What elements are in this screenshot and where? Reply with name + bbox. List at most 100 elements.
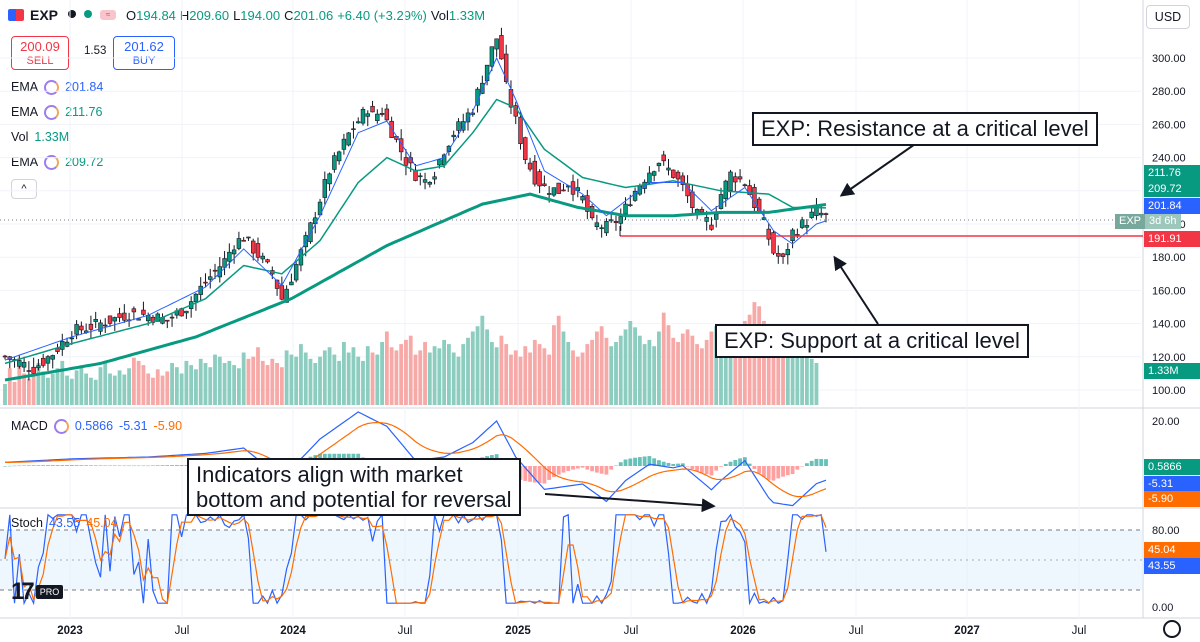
macd-hist-bar — [561, 466, 566, 473]
macd-hist-bar — [174, 465, 179, 466]
macd-hist-bar — [542, 466, 547, 484]
candle-body — [141, 309, 146, 315]
volume-bar — [361, 360, 365, 405]
volume-bar — [332, 354, 337, 405]
volume-bars — [3, 302, 819, 405]
volume-bar — [642, 344, 647, 405]
volume-bar — [198, 358, 203, 405]
candle-body — [494, 38, 499, 50]
macd-hist-bar — [704, 466, 709, 475]
volume-bar — [723, 342, 728, 405]
macd-hist-bar — [714, 466, 719, 471]
candle-body — [422, 179, 428, 183]
candle-body — [771, 232, 776, 254]
legend-ema-fast[interactable]: EMA 201.84 — [11, 78, 103, 96]
volume-bar — [289, 354, 294, 405]
candle-body — [671, 169, 676, 178]
candle-body — [437, 159, 442, 166]
macd-legend[interactable]: MACD 0.5866 -5.31 -5.90 — [11, 417, 182, 435]
badge-ema-fast: 201.84 — [1144, 198, 1200, 214]
indicator-settings-icon[interactable] — [44, 104, 60, 120]
candle-body — [699, 208, 705, 213]
stoch-tick-label: 80.00 — [1152, 525, 1180, 537]
stoch-tick-label: 0.00 — [1152, 602, 1173, 614]
volume-bar — [814, 363, 819, 405]
volume-bar — [404, 339, 408, 405]
legend-volume-name: Vol — [11, 130, 29, 144]
volume-bar — [22, 373, 27, 405]
candle-body — [656, 162, 662, 167]
volume-bar — [93, 379, 98, 405]
candle-body — [351, 128, 356, 131]
candle-body — [542, 183, 547, 187]
candle-body — [165, 319, 170, 322]
volume-bar — [12, 381, 17, 405]
candle-body — [279, 285, 285, 300]
volume-bar — [809, 358, 814, 405]
macd-hist-bar — [676, 463, 680, 466]
symbol-name[interactable]: EXP — [30, 7, 59, 23]
currency-selector[interactable]: USD — [1146, 5, 1190, 29]
candle-body — [456, 121, 461, 131]
candle-body — [527, 162, 533, 170]
candle-body — [518, 116, 523, 145]
macd-legend-v1: 0.5866 — [74, 419, 114, 433]
volume-bar — [509, 354, 513, 405]
indicators-callout-line2: bottom and potential for reversal — [196, 487, 512, 512]
volume-bar — [294, 356, 299, 405]
chart-settings-icon[interactable] — [1163, 620, 1181, 638]
toggle-dots-icon[interactable]: ≈ — [68, 10, 120, 20]
change-value: +6.40 (+3.29%) — [337, 7, 427, 23]
volume-bar — [676, 342, 680, 405]
volume-bar — [351, 347, 356, 405]
macd-hist-bar — [160, 465, 165, 466]
macd-hist-bar — [814, 458, 819, 466]
volume-bar — [155, 369, 160, 405]
macd-hist-bar — [819, 459, 824, 466]
volume-bar — [781, 339, 785, 405]
indicator-settings-icon[interactable] — [44, 79, 60, 95]
macd-hist-bar — [690, 466, 695, 470]
volume-bar — [356, 356, 361, 405]
candle-body — [88, 323, 94, 330]
macd-hist-bar — [79, 465, 84, 466]
indicator-settings-icon[interactable] — [53, 418, 69, 434]
candle-body — [284, 288, 289, 303]
volume-bar — [580, 352, 585, 405]
tradingview-logo[interactable]: 17 PRO — [11, 580, 64, 604]
volume-bar — [327, 347, 332, 405]
indicator-settings-icon[interactable] — [44, 154, 60, 170]
macd-hist-bar — [41, 465, 46, 466]
volume-bar — [41, 371, 46, 405]
low-label: L — [233, 7, 241, 23]
volume-bar — [98, 367, 103, 405]
time-tick-label: Jul — [1072, 625, 1087, 637]
volume-bar — [127, 368, 132, 405]
volume-bar — [447, 344, 451, 405]
candle-body — [666, 167, 671, 171]
collapse-legend-button[interactable]: ^ — [11, 179, 37, 199]
volume-bar — [652, 346, 657, 405]
candle-body — [742, 184, 748, 187]
candle-body — [203, 281, 208, 284]
volume-bar — [800, 352, 805, 405]
volume-bar — [222, 363, 227, 405]
legend-ema-slow[interactable]: EMA 211.76 — [11, 103, 102, 121]
candle-body — [804, 225, 810, 228]
volume-bar — [418, 350, 423, 405]
stoch-legend[interactable]: Stoch 43.55 45.04 — [11, 514, 118, 532]
legend-ema-mid[interactable]: EMA 209.72 — [11, 153, 103, 171]
price-tick-label: 240.00 — [1152, 153, 1186, 165]
macd-hist-bar — [179, 465, 184, 466]
volume-bar — [614, 342, 618, 405]
volume-bar — [719, 333, 723, 405]
macd-hist-bar — [609, 466, 614, 470]
candle-body — [74, 324, 79, 335]
legend-volume[interactable]: Vol 1.33M — [11, 128, 69, 146]
volume-bar — [556, 315, 561, 405]
macd-hist-bar — [556, 466, 561, 475]
candle-body — [503, 53, 509, 82]
candle-body — [136, 318, 141, 321]
macd-hist-bar — [771, 466, 776, 481]
